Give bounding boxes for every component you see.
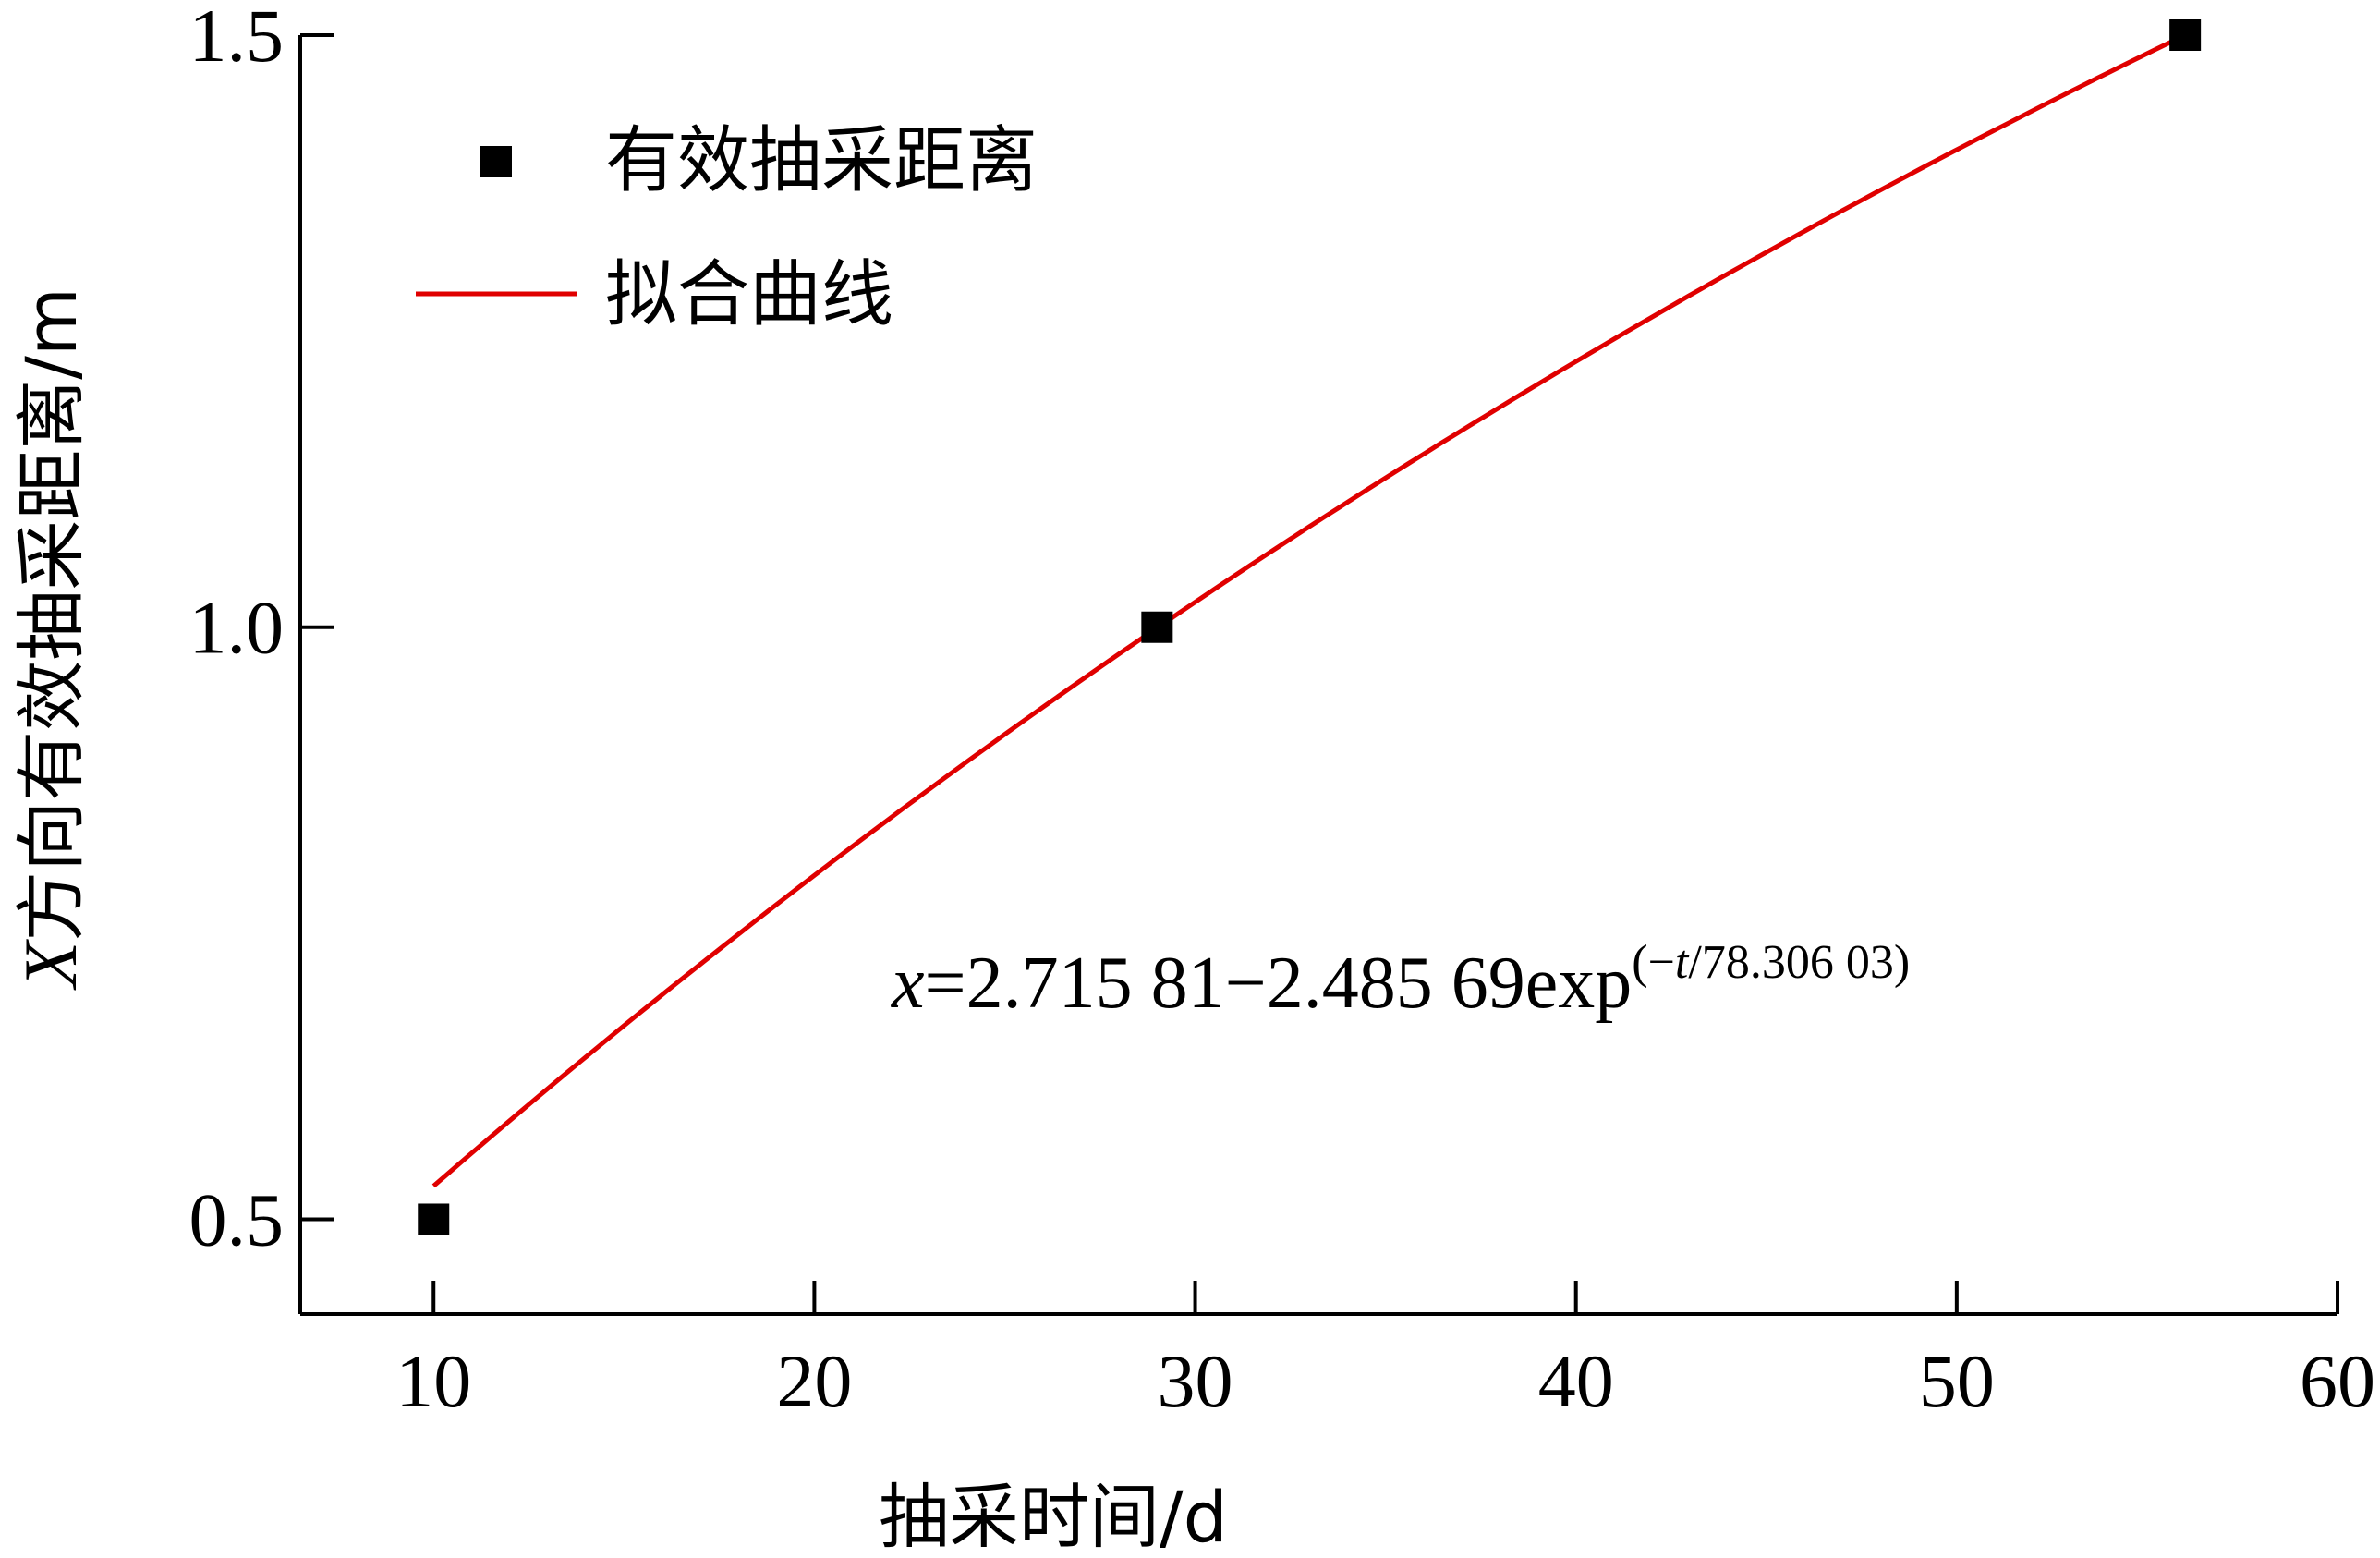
x-axis-label: 抽采时间/d [879,1476,1228,1558]
y-axis-label-rest: 方向有效抽采距离/m [10,287,92,942]
axes [298,35,2338,1316]
legend: 有效抽采距离 拟合曲线 [416,119,1038,336]
fit-equation-sup-var: t [1675,936,1690,989]
y-ticks: 0.5 1.0 1.5 [189,0,334,1261]
fit-curve [431,32,2187,1188]
x-tick-label: 60 [2300,1339,2375,1423]
x-tick-label: 50 [1919,1339,1995,1423]
data-point [2169,19,2202,51]
y-axis-label: X方向有效抽采距离/m [8,287,92,991]
legend-label-fit: 拟合曲线 [605,253,893,336]
x-tick-label: 10 [395,1339,471,1423]
y-axis-label-italic: X [8,939,92,991]
y-tick-label: 0.5 [189,1177,285,1261]
legend-label-scatter: 有效抽采距离 [605,119,1038,202]
fit-equation-var: x [891,943,925,1024]
fit-equation: x=2.715 81−2.485 69exp(−t/78.306 03) [891,936,1910,1024]
legend-marker-scatter [480,146,512,177]
x-tick-label: 30 [1158,1339,1233,1423]
data-point [1141,611,1173,643]
fit-equation-sup-open: (− [1632,936,1675,989]
fit-equation-sup-rest: /78.306 03) [1688,936,1910,989]
x-tick-label: 40 [1538,1339,1614,1423]
plot-area [418,19,2202,1235]
fit-equation-main: =2.715 81−2.485 69exp [925,943,1633,1024]
data-point [418,1203,450,1235]
y-tick-label: 1.5 [189,0,285,78]
x-tick-label: 20 [776,1339,852,1423]
x-ticks: 10 20 30 40 50 60 [395,1281,2375,1423]
y-tick-label: 1.0 [189,586,285,670]
